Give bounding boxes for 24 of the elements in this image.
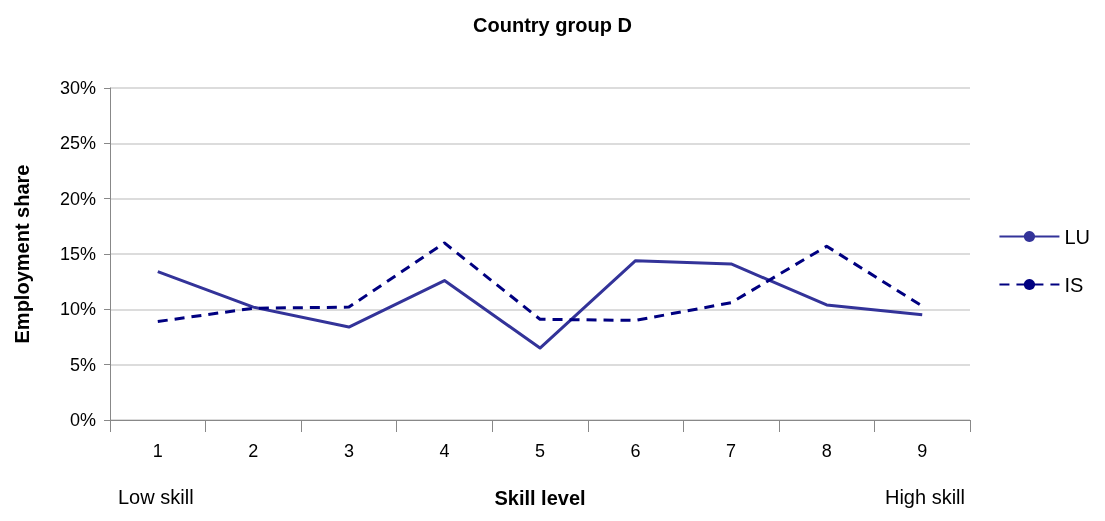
y-tick-label: 25% xyxy=(59,133,96,154)
x-axis-title: Skill level xyxy=(494,487,586,509)
x-tick-label: 8 xyxy=(821,441,832,461)
y-tick-label: 20% xyxy=(59,188,96,209)
x-tick-label: 4 xyxy=(439,441,450,461)
chart-title: Country group D xyxy=(473,14,632,36)
y-axis-title: Employment share xyxy=(11,164,33,344)
text: High skill xyxy=(884,486,966,508)
legend-label: IS xyxy=(1064,273,1084,296)
x-tick-label: 6 xyxy=(630,441,641,461)
y-tick-label: 10% xyxy=(59,299,96,320)
y-tick-label: 5% xyxy=(69,354,96,375)
line-series xyxy=(156,259,924,350)
text: Low skill xyxy=(118,486,194,508)
x-tick-label: 5 xyxy=(534,441,546,461)
x-tick-label: 7 xyxy=(726,441,737,461)
y-tick-label: 0% xyxy=(69,410,96,430)
legend-label: LU xyxy=(1064,225,1091,248)
x-tick-label: 9 xyxy=(917,441,928,461)
y-tick-label: 15% xyxy=(59,244,96,264)
y-tick-label: 30% xyxy=(59,78,96,98)
x-tick-label: 1 xyxy=(152,441,163,461)
x-tick-label: 2 xyxy=(248,441,259,461)
x-tick-label: 3 xyxy=(343,441,354,461)
